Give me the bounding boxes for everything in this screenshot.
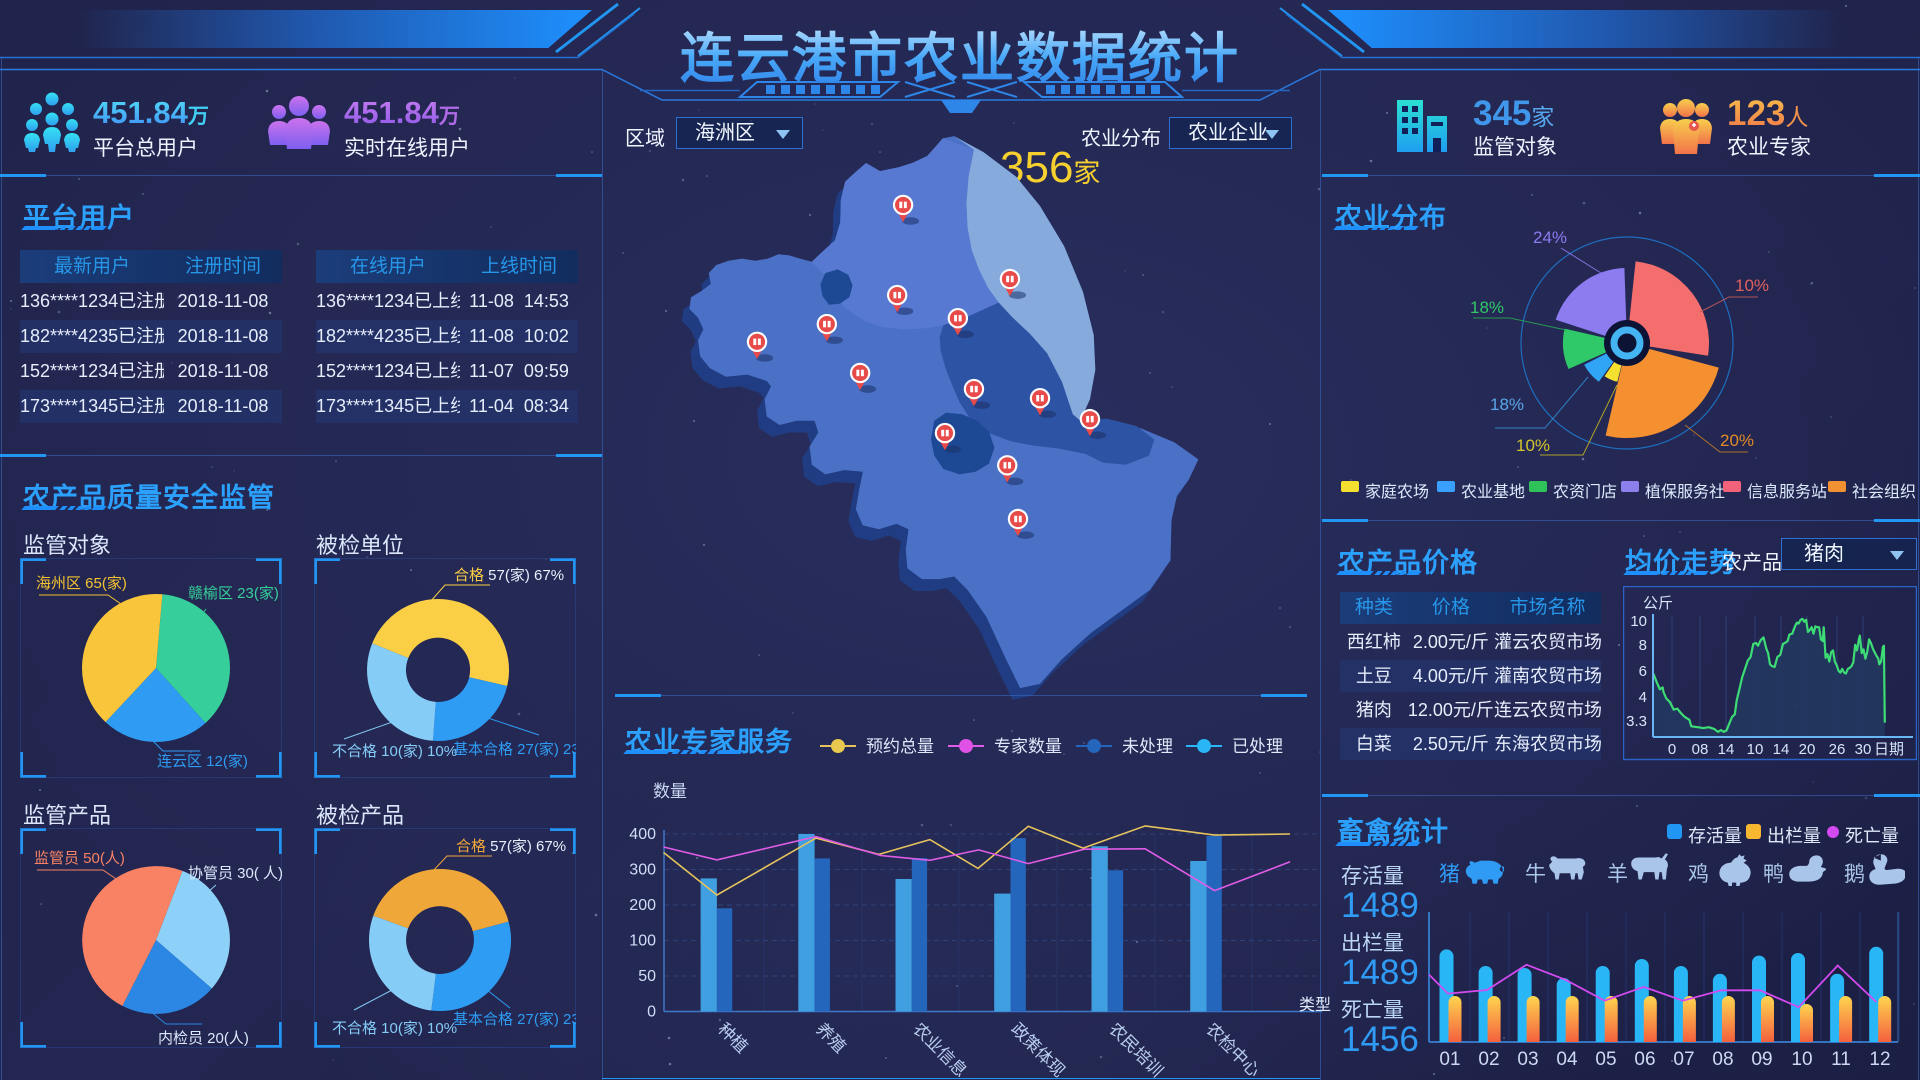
svg-text:10: 10 [1791, 1049, 1812, 1070]
svg-text:预约总量: 预约总量 [866, 737, 934, 756]
svg-text:日期: 日期 [1874, 741, 1904, 758]
svg-text:08: 08 [1712, 1049, 1733, 1070]
svg-text:08: 08 [1692, 741, 1709, 758]
svg-text:政策体现: 政策体现 [1007, 1019, 1069, 1080]
svg-text:农业信息: 农业信息 [909, 1019, 971, 1080]
svg-text:0: 0 [647, 1004, 656, 1021]
svg-text:05: 05 [1595, 1049, 1616, 1070]
svg-text:01: 01 [1439, 1049, 1460, 1070]
svg-text:50: 50 [638, 968, 656, 985]
svg-text:30: 30 [1855, 741, 1872, 758]
svg-text:18%: 18% [1470, 298, 1504, 317]
svg-text:18%: 18% [1490, 395, 1524, 414]
svg-text:04: 04 [1556, 1049, 1578, 1070]
svg-text:10%: 10% [1735, 276, 1769, 295]
svg-text:基本合格 27(家) 23%: 基本合格 27(家) 23% [453, 741, 576, 758]
svg-text:0: 0 [1668, 741, 1676, 758]
svg-text:07: 07 [1673, 1049, 1694, 1070]
svg-text:20: 20 [1799, 741, 1816, 758]
svg-text:赣榆区 23(家): 赣榆区 23(家) [188, 585, 279, 602]
svg-text:连云区 12(家): 连云区 12(家) [157, 753, 248, 770]
svg-text:基本合格 27(家) 23%: 基本合格 27(家) 23% [453, 1011, 576, 1028]
svg-text:06: 06 [1634, 1049, 1655, 1070]
svg-text:10: 10 [1630, 613, 1647, 630]
svg-text:12: 12 [1869, 1049, 1890, 1070]
svg-text:农民培训: 农民培训 [1105, 1019, 1167, 1080]
svg-text:已处理: 已处理 [1232, 737, 1283, 756]
svg-text:10%: 10% [1516, 436, 1550, 455]
svg-text:10: 10 [1747, 741, 1764, 758]
svg-text:种植: 种植 [714, 1019, 751, 1056]
svg-text:300: 300 [629, 862, 656, 879]
svg-text:6: 6 [1639, 663, 1647, 680]
svg-text:4: 4 [1639, 689, 1647, 706]
svg-text:11: 11 [1831, 1049, 1851, 1070]
svg-text:200: 200 [629, 897, 656, 914]
svg-text:不合格 10(家) 10%: 不合格 10(家) 10% [332, 743, 457, 760]
svg-text:24%: 24% [1533, 228, 1567, 247]
svg-text:农检中心: 农检中心 [1202, 1019, 1264, 1080]
svg-text:02: 02 [1478, 1049, 1499, 1070]
svg-text:100: 100 [629, 933, 656, 950]
svg-text:监管员 50(人): 监管员 50(人) [34, 850, 125, 867]
svg-text:26: 26 [1829, 741, 1846, 758]
svg-text:09: 09 [1751, 1049, 1772, 1070]
svg-text:内检员 20(人): 内检员 20(人) [158, 1030, 249, 1047]
svg-text:合格 57(家) 67%: 合格 57(家) 67% [454, 567, 564, 584]
svg-text:未处理: 未处理 [1122, 737, 1173, 756]
svg-text:不合格 10(家) 10%: 不合格 10(家) 10% [332, 1020, 457, 1037]
svg-text:合格 57(家) 67%: 合格 57(家) 67% [456, 838, 566, 855]
svg-text:14: 14 [1773, 741, 1790, 758]
svg-text:协管员 30( 人): 协管员 30( 人) [188, 865, 282, 882]
svg-text:8: 8 [1639, 637, 1647, 654]
svg-text:14: 14 [1718, 741, 1735, 758]
svg-text:3.3: 3.3 [1626, 713, 1647, 730]
svg-text:20%: 20% [1720, 431, 1754, 450]
svg-text:养殖: 养殖 [812, 1019, 849, 1056]
svg-text:专家数量: 专家数量 [994, 737, 1062, 756]
svg-text:公斤: 公斤 [1643, 595, 1673, 612]
svg-text:400: 400 [629, 826, 656, 843]
svg-text:类型: 类型 [1299, 996, 1331, 1014]
svg-text:海州区 65(家): 海州区 65(家) [36, 575, 127, 592]
svg-text:03: 03 [1517, 1049, 1538, 1070]
